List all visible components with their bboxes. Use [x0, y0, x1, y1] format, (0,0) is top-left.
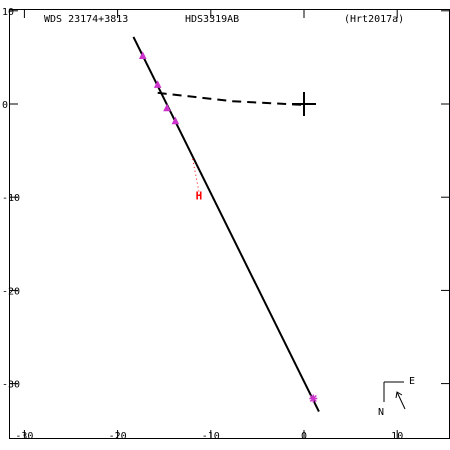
axis-tick-labels: -30 -20 -10 0 10 10 0 -10 -20 -30: [2, 7, 403, 442]
observation-point: [138, 51, 147, 60]
motion-arrow-head: [395, 391, 403, 399]
compass-north-label: N: [378, 407, 384, 418]
y-tick-label: -10: [2, 193, 20, 204]
speckle-point-label: H: [196, 189, 203, 202]
observation-point: [171, 116, 180, 125]
chart-marks: H: [132, 36, 320, 413]
observation-point: [309, 394, 318, 403]
discoverer-label: HDS3319AB: [185, 14, 239, 25]
compass-east-label: E: [409, 376, 415, 387]
observation-point: [163, 103, 171, 112]
x-tick-label: -10: [202, 431, 220, 442]
y-tick-label: -20: [2, 286, 20, 297]
primary-star-marker: [292, 92, 316, 116]
y-tick-label: 0: [2, 100, 8, 111]
compass: E N: [378, 376, 415, 418]
x-tick-label: 10: [391, 431, 403, 442]
motion-arrow-shaft: [396, 391, 406, 410]
y-tick-label: 10: [2, 7, 14, 18]
x-tick-label: -30: [15, 431, 33, 442]
orbit-line: [132, 36, 320, 413]
x-tick-label: -20: [109, 431, 127, 442]
node-line: [157, 91, 305, 106]
observation-point: [153, 80, 162, 88]
reference-label: (Hrt2017a): [344, 14, 404, 25]
axis-ticks: [10, 10, 449, 438]
wds-id-label: WDS 23174+3813: [44, 14, 128, 25]
y-tick-label: -30: [2, 380, 20, 391]
x-tick-label: 0: [301, 431, 307, 442]
